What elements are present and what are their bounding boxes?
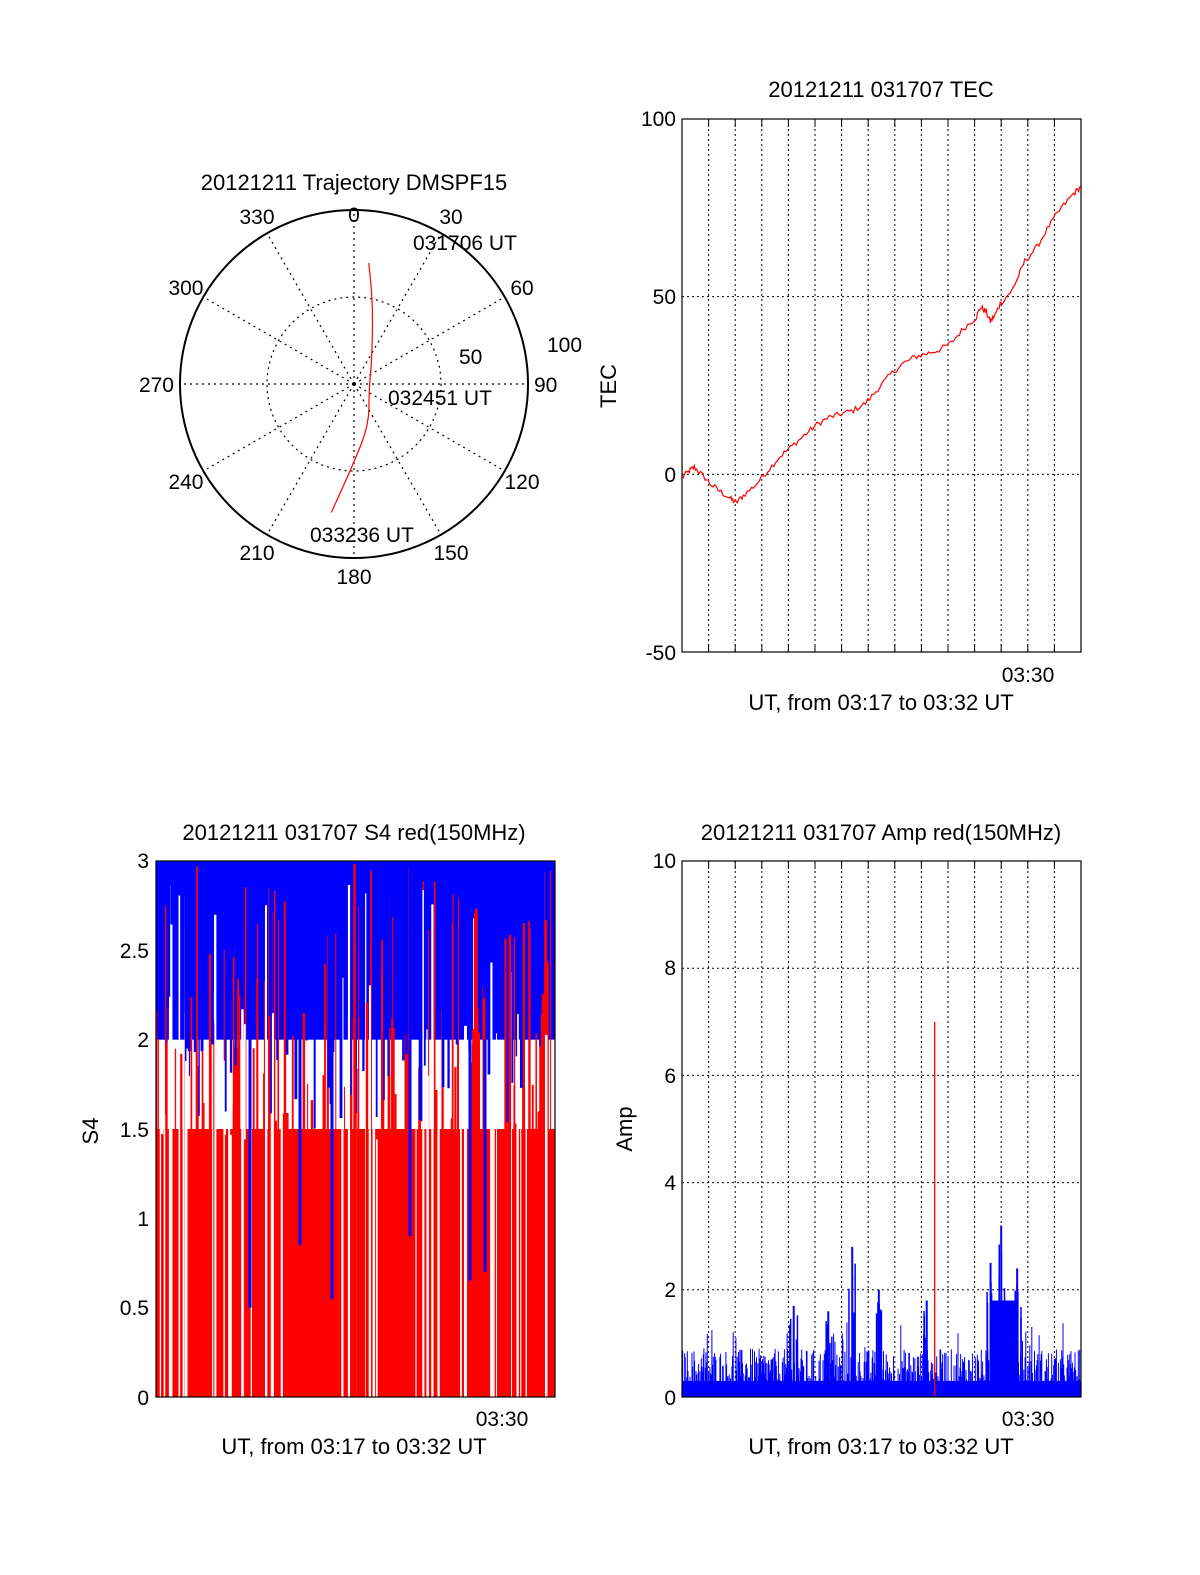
polar-azimuth-label: 300: [168, 277, 203, 300]
s4-ytick-2: 2: [137, 1029, 149, 1052]
tec-ytick-0: 0: [664, 464, 676, 487]
amp-ytick-10: 10: [653, 850, 676, 873]
trajectory-annotation-start: 031706 UT: [413, 232, 517, 255]
s4-ytick-1.5: 1.5: [120, 1119, 149, 1142]
s4-ytick-0.5: 0.5: [120, 1297, 149, 1320]
polar-azimuth-label: 180: [336, 566, 371, 589]
polar-azimuth-label: 30: [439, 206, 462, 229]
polar-outer-circle: [179, 209, 529, 559]
polar-spoke-150: [353, 383, 442, 535]
tec-ytick-50: 50: [653, 286, 676, 309]
amp-ylabel: Amp: [612, 1106, 637, 1151]
tec-panel: 20121211 031707 TEC 100 50 0 -50 03:30 U…: [596, 77, 1082, 715]
amp-series: [681, 1021, 1082, 1397]
polar-grid: [179, 209, 529, 559]
s4-ytick-2.5: 2.5: [120, 940, 149, 963]
s4-title: 20121211 031707 S4 red(150MHz): [182, 820, 525, 845]
polar-spoke-330: [266, 233, 355, 385]
trajectory-panel: 20121211 Trajectory DMSPF15 0 30 60 90 120 15…: [139, 170, 582, 589]
s4-xtick: 03:30: [476, 1408, 529, 1431]
polar-radial-label-50: 50: [459, 346, 482, 369]
amp-plot-frame: [681, 860, 1082, 1398]
s4-ytick-3: 3: [137, 850, 149, 873]
trajectory-title: 20121211 Trajectory DMSPF15: [201, 170, 508, 195]
polar-azimuth-label: 120: [504, 471, 539, 494]
polar-spoke-210: [266, 383, 355, 535]
tec-ylabel: TEC: [596, 364, 621, 408]
tec-xlabel: UT, from 03:17 to 03:32 UT: [748, 690, 1013, 715]
amp-grid: [682, 861, 1081, 1397]
amp-ytick-0: 0: [664, 1387, 676, 1410]
s4-panel: 20121211 031707 S4 red(150MHz) 3 2.5 2 1…: [78, 820, 556, 1459]
amp-xtick: 03:30: [1002, 1408, 1055, 1431]
tec-ytick-100: 100: [641, 108, 676, 131]
tec-xtick: 03:30: [1002, 664, 1055, 687]
polar-azimuth-label: 0: [348, 204, 360, 227]
polar-azimuth-label: 150: [433, 542, 468, 565]
polar-spoke-300: [203, 296, 355, 385]
polar-spoke-60: [353, 296, 505, 385]
s4-bars: [155, 861, 555, 1397]
polar-radial-label-100: 100: [547, 334, 582, 357]
polar-azimuth-label: 90: [534, 374, 557, 397]
amp-panel: 20121211 031707 Amp red(150MHz) 10 8 6 4…: [612, 820, 1082, 1459]
tec-grid: [682, 119, 1081, 652]
s4-plot-frame: [155, 860, 556, 1398]
amp-blue-block: [990, 1300, 1018, 1397]
s4-ytick-0: 0: [137, 1387, 149, 1410]
polar-spoke-30: [353, 233, 442, 385]
amp-ytick-6: 6: [664, 1065, 676, 1088]
amp-ytick-2: 2: [664, 1279, 676, 1302]
tec-ytick-minus50: -50: [646, 642, 676, 665]
polar-ring-50: [266, 296, 442, 472]
s4-ytick-1: 1: [137, 1208, 149, 1231]
polar-azimuth-label: 330: [239, 206, 274, 229]
polar-azimuth-label: 240: [168, 471, 203, 494]
trajectory-track: [330, 263, 374, 513]
amp-title: 20121211 031707 Amp red(150MHz): [701, 820, 1061, 845]
amp-xlabel: UT, from 03:17 to 03:32 UT: [748, 1434, 1013, 1459]
polar-azimuth-label: 270: [139, 374, 174, 397]
polar-labels: 0 30 60 90 120 150 180 210 240 270 300 330 50 100: [139, 204, 582, 589]
trajectory-annotation-mid: 032451 UT: [388, 387, 492, 410]
polar-azimuth-label: 60: [510, 277, 533, 300]
tec-series-line: [681, 185, 1082, 504]
tec-plot-frame: [681, 118, 1082, 653]
polar-spoke-240: [203, 383, 355, 472]
polar-azimuth-label: 210: [239, 542, 274, 565]
amp-ytick-4: 4: [664, 1172, 676, 1195]
s4-ylabel: S4: [78, 1118, 103, 1145]
tec-title: 20121211 031707 TEC: [768, 77, 994, 102]
amp-ytick-8: 8: [664, 957, 676, 980]
s4-xlabel: UT, from 03:17 to 03:32 UT: [221, 1434, 486, 1459]
polar-spoke-120: [353, 383, 505, 472]
trajectory-annotation-end: 033236 UT: [310, 524, 414, 547]
